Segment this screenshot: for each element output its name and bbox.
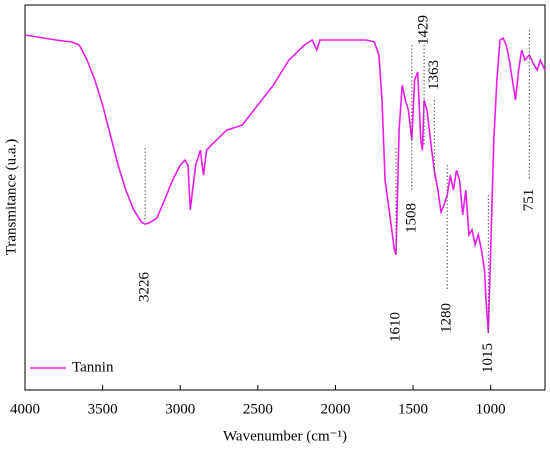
x-tick-label: 2000 xyxy=(320,401,350,417)
peak-label: 1610 xyxy=(387,312,403,342)
peak-label: 1429 xyxy=(416,15,432,45)
x-tick-label: 2500 xyxy=(243,401,273,417)
x-tick-label: 3500 xyxy=(88,401,118,417)
x-tick-label: 1000 xyxy=(476,401,506,417)
spectrum-line xyxy=(24,34,546,334)
x-tick-label: 4000 xyxy=(10,401,40,417)
plot-frame xyxy=(24,4,546,391)
legend-label: Tannin xyxy=(72,359,114,375)
peak-label: 1363 xyxy=(426,60,442,90)
x-tick-label: 1500 xyxy=(398,401,428,417)
peak-label: 1015 xyxy=(480,343,496,373)
x-axis-label: Wavenumber (cm⁻¹) xyxy=(223,428,347,444)
peak-label: 1280 xyxy=(439,303,455,333)
x-tick-label: 3000 xyxy=(165,401,195,417)
peak-label: 3226 xyxy=(137,272,153,303)
peak-label: 1508 xyxy=(403,203,419,233)
peak-label: 751 xyxy=(521,189,537,212)
y-axis-label: Transmitance (u.a.) xyxy=(3,139,19,256)
